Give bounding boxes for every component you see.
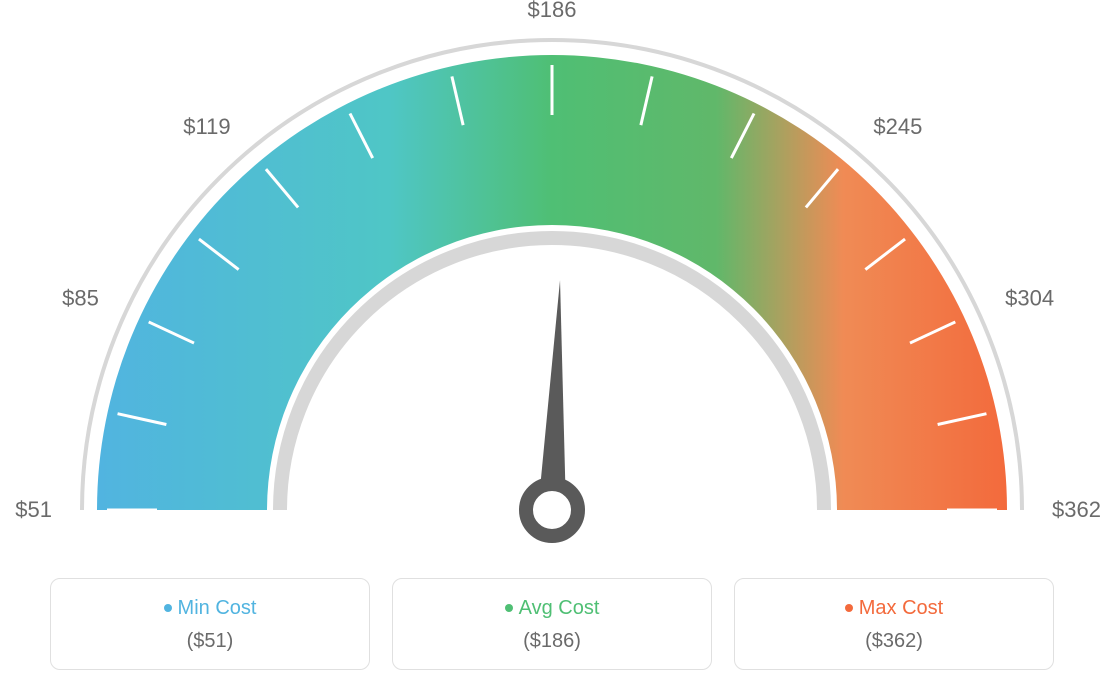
legend-card-max: Max Cost ($362) <box>734 578 1054 670</box>
svg-text:$245: $245 <box>873 114 922 139</box>
svg-text:$362: $362 <box>1052 497 1101 522</box>
gauge-chart: $51 $85 $119 $186 $245 $304 $362 <box>0 0 1104 560</box>
dot-icon <box>505 604 513 612</box>
legend-label-text: Min Cost <box>178 597 257 619</box>
legend-label: Min Cost <box>51 597 369 620</box>
legend-label: Max Cost <box>735 597 1053 620</box>
legend-row: Min Cost ($51) Avg Cost ($186) Max Cost … <box>50 578 1054 670</box>
svg-text:$186: $186 <box>528 0 577 22</box>
dot-icon <box>845 604 853 612</box>
legend-card-avg: Avg Cost ($186) <box>392 578 712 670</box>
legend-value: ($362) <box>735 630 1053 653</box>
svg-text:$51: $51 <box>15 497 52 522</box>
legend-label-text: Max Cost <box>859 597 943 619</box>
legend-card-min: Min Cost ($51) <box>50 578 370 670</box>
legend-value: ($186) <box>393 630 711 653</box>
dot-icon <box>164 604 172 612</box>
svg-text:$119: $119 <box>183 114 230 139</box>
gauge-svg: $51 $85 $119 $186 $245 $304 $362 <box>0 0 1104 560</box>
legend-label-text: Avg Cost <box>519 597 600 619</box>
svg-text:$304: $304 <box>1005 286 1054 311</box>
legend-value: ($51) <box>51 630 369 653</box>
svg-text:$85: $85 <box>62 286 99 311</box>
legend-label: Avg Cost <box>393 597 711 620</box>
